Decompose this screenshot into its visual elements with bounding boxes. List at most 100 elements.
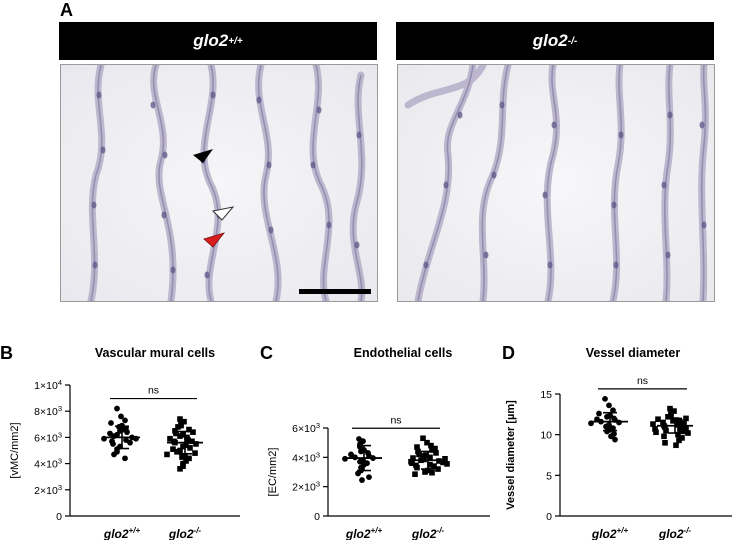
data-point [420, 435, 426, 442]
data-point [111, 451, 117, 458]
y-tick-label: 10 [540, 430, 552, 442]
data-point [662, 440, 668, 446]
data-point [186, 455, 192, 462]
data-point [108, 420, 114, 426]
data-point [653, 429, 659, 436]
data-point [433, 450, 439, 456]
data-point [650, 421, 656, 427]
data-point [178, 422, 184, 429]
data-point [177, 466, 183, 472]
y-tick-label: 0 [314, 511, 320, 523]
data-point [190, 429, 196, 435]
data-point [612, 436, 618, 443]
data-point [428, 442, 434, 449]
data-point [348, 451, 354, 458]
data-point [414, 444, 420, 450]
chart-title-endothelial-cells: Endothelial cells [353, 346, 453, 360]
data-point [420, 453, 426, 459]
data-point [170, 446, 176, 452]
y-tick-label: 4×103 [292, 450, 320, 464]
data-point [655, 416, 661, 423]
panel-letter-b: B [0, 343, 13, 363]
data-point [602, 395, 608, 402]
data-point [685, 430, 691, 436]
data-point [192, 450, 198, 456]
panel-letter-a: A [60, 0, 73, 20]
data-point [606, 402, 612, 409]
y-tick-label: 1×104 [34, 378, 62, 392]
data-point [425, 467, 431, 474]
data-point [671, 408, 677, 414]
data-point [610, 407, 616, 414]
header-gene-label: glo2 [193, 31, 229, 50]
data-point [681, 428, 687, 435]
data-point [603, 423, 609, 430]
y-tick-label: 4×103 [34, 457, 62, 471]
data-point [187, 445, 193, 451]
micrograph-knockout [397, 64, 715, 302]
panel-letter-c: C [260, 343, 273, 363]
data-point [122, 417, 128, 424]
data-point [604, 428, 610, 435]
y-axis-label: [EC/mm2] [267, 448, 279, 497]
data-point [114, 405, 120, 412]
data-point [608, 433, 614, 440]
x-category-label: glo2+/+ [103, 526, 141, 540]
micrograph-wildtype [60, 64, 378, 302]
data-point [668, 412, 674, 418]
data-point [414, 464, 420, 471]
data-point [177, 433, 183, 439]
data-point [177, 447, 183, 454]
data-point [193, 441, 199, 447]
data-point [665, 413, 671, 420]
data-point [124, 429, 130, 436]
data-point [180, 431, 186, 438]
data-point [675, 431, 681, 438]
significance-label: ns [148, 385, 159, 397]
data-point [366, 474, 372, 481]
data-point [122, 455, 128, 462]
data-point [676, 437, 682, 444]
data-point [429, 469, 435, 476]
significance-label: ns [390, 414, 401, 426]
data-point [174, 449, 180, 455]
data-point [424, 439, 430, 446]
data-point [355, 470, 361, 477]
header-gene-label: glo2 [532, 31, 568, 50]
x-category-label: glo2-/- [658, 526, 692, 540]
data-point [410, 455, 416, 461]
y-tick-label: 2×103 [34, 483, 62, 497]
y-tick-label: 15 [540, 389, 552, 401]
x-category-label: glo2+/+ [591, 526, 629, 540]
data-point [359, 477, 365, 483]
white-arrowhead-icon [211, 206, 235, 221]
data-point [427, 461, 433, 468]
data-point [435, 466, 441, 472]
data-point [186, 426, 192, 433]
chart-title-vessel-diameter: Vessel diameter [585, 346, 681, 360]
data-point [442, 456, 448, 462]
data-point [670, 418, 676, 424]
scale-bar [299, 289, 371, 294]
data-point [596, 410, 602, 417]
data-point [183, 458, 189, 464]
data-point [173, 430, 179, 437]
header-wildtype: glo2 +/+ [59, 22, 377, 60]
chart-mural-cells: 0 2×103 4×103 6×103 8×103 1×104 [vMC/mm2] glo2+… [9, 378, 240, 540]
data-point [175, 424, 181, 430]
y-tick-label: 0 [546, 511, 552, 523]
y-tick-label: 6×103 [292, 421, 320, 435]
data-point [177, 416, 183, 422]
data-point [180, 463, 186, 470]
data-point [431, 463, 437, 469]
data-point [652, 426, 658, 432]
data-point [167, 435, 173, 442]
data-point [673, 442, 679, 449]
data-point [180, 443, 186, 450]
data-point [357, 458, 363, 465]
header-genotype-sup: -/- [567, 35, 578, 47]
x-category-label: glo2-/- [168, 526, 202, 540]
data-point [683, 415, 689, 422]
chart-vessel-diameter: 0 5 10 15 Vessel diameter [µm] glo2+/+ glo2-/-… [505, 375, 732, 540]
x-category-label: glo2-/- [411, 526, 445, 540]
